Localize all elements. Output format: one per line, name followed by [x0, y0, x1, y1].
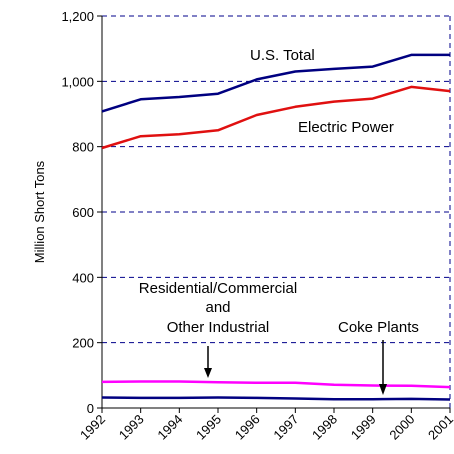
y-tick-label: 800 — [72, 140, 94, 155]
y-tick-label: 200 — [72, 336, 94, 351]
tick-labels: 0 200 400 600 800 1,000 1,200 1992 1993 1994 1995 1… — [61, 9, 454, 443]
x-tick-label: 1997 — [270, 412, 301, 443]
x-tick-label: 1996 — [232, 412, 263, 443]
grid — [102, 15, 451, 408]
x-tick-label: 1993 — [116, 412, 147, 443]
annotation-residential-line3: Other Industrial — [167, 319, 270, 336]
annotation-electric-power: Electric Power — [298, 119, 394, 136]
y-tick-label: 0 — [87, 401, 94, 416]
annotation-residential-line1: Residential/Commercial — [139, 280, 297, 297]
axes — [97, 15, 451, 413]
annotation-coke-arrow — [379, 340, 387, 395]
series-line-3 — [101, 396, 451, 401]
y-tick-label: 600 — [72, 205, 94, 220]
x-tick-label: 2000 — [386, 412, 417, 443]
series-lines — [101, 53, 451, 401]
y-tick-label: 400 — [72, 270, 94, 285]
series-line-2 — [101, 380, 451, 389]
y-tick-label: 1,000 — [61, 74, 94, 89]
annotation-residential-line2: and — [205, 299, 230, 316]
x-tick-label: 1998 — [309, 412, 340, 443]
series-line-1 — [101, 85, 451, 150]
x-tick-label: 1995 — [193, 412, 224, 443]
series-line-0 — [101, 53, 450, 113]
annotation-residential-arrow — [204, 346, 212, 378]
x-tick-label: 1999 — [348, 412, 379, 443]
annotation-coke-plants: Coke Plants — [338, 319, 419, 336]
x-tick-label: 1992 — [77, 412, 108, 443]
x-tick-label: 2001 — [425, 412, 454, 443]
annotation-us-total: U.S. Total — [250, 47, 315, 64]
x-tick-label: 1994 — [154, 412, 185, 443]
y-axis-label: Million Short Tons — [32, 160, 47, 263]
y-tick-label: 1,200 — [61, 9, 94, 24]
